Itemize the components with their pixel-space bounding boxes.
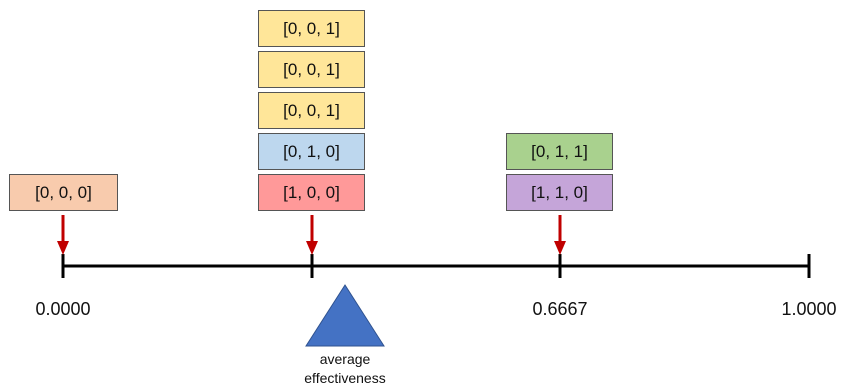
arrow-2 bbox=[554, 215, 566, 255]
tick-label-3: 1.0000 bbox=[781, 299, 837, 319]
tick-label-2: 0.6667 bbox=[532, 299, 588, 319]
vector-box: [0, 0, 0] bbox=[9, 174, 118, 211]
vector-box: [0, 0, 1] bbox=[258, 51, 365, 88]
vector-box: [0, 1, 0] bbox=[258, 133, 365, 170]
tick-label-0: 0.0000 bbox=[35, 299, 91, 319]
arrow-0 bbox=[57, 215, 69, 255]
vector-box: [1, 1, 0] bbox=[506, 174, 613, 211]
vector-box: [0, 0, 1] bbox=[258, 10, 365, 47]
marker-label-line2: effectiveness bbox=[304, 370, 386, 386]
vector-box: [1, 0, 0] bbox=[258, 174, 365, 211]
average-effectiveness-marker bbox=[305, 284, 385, 347]
vector-box: [0, 0, 1] bbox=[258, 92, 365, 129]
arrow-1 bbox=[306, 215, 318, 255]
marker-label-line1: average bbox=[319, 351, 371, 367]
vector-box: [0, 1, 1] bbox=[506, 133, 613, 170]
